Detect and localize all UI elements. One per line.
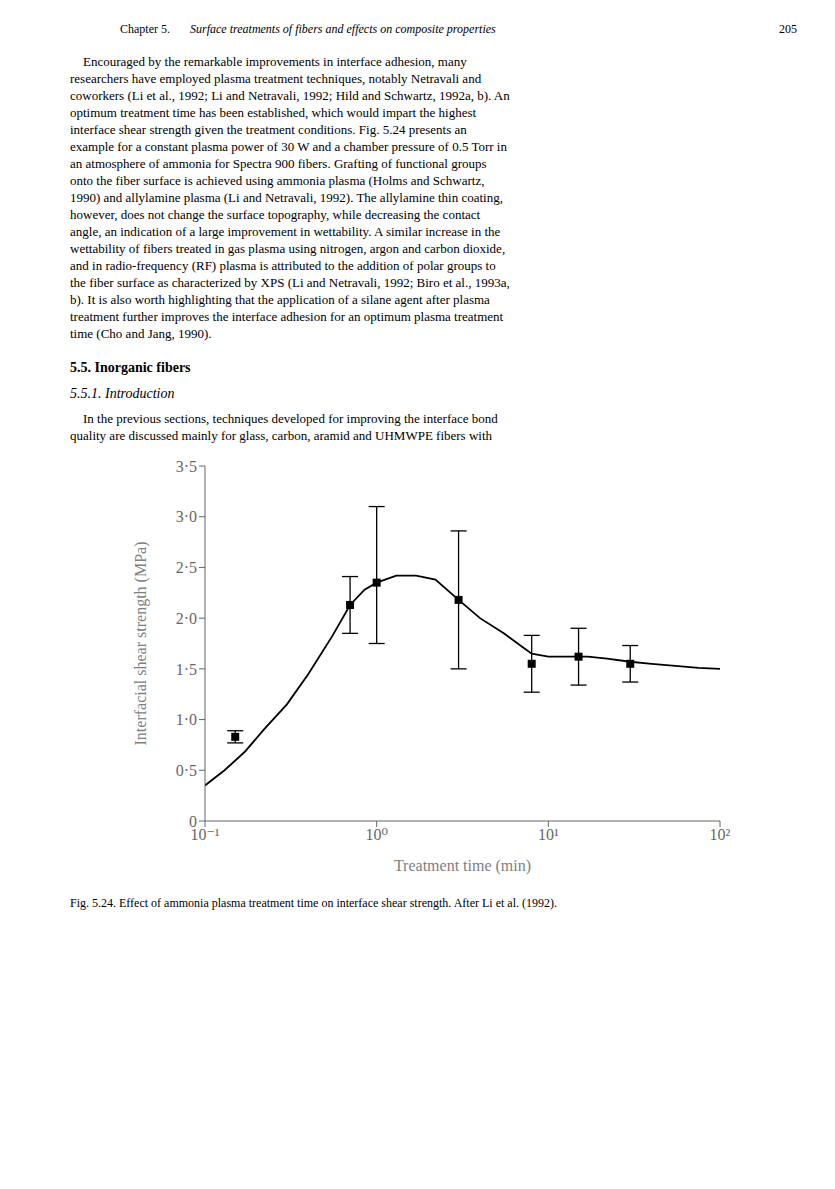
svg-text:2·0: 2·0 <box>176 610 197 627</box>
html-text:Encouraged by the remarkable i: Encouraged by the remarkable improvement… <box>70 54 467 69</box>
svg-text:0: 0 <box>189 813 197 830</box>
html-text:Fig. 5.24. Effect of ammonia p: Fig. 5.24. Effect of ammonia plasma trea… <box>70 896 557 910</box>
svg-text:0·5: 0·5 <box>176 762 197 779</box>
html-text:researchers have employed plas: researchers have employed plasma treatme… <box>70 71 482 86</box>
html-text:however, does not change the s: however, does not change the surface top… <box>70 207 481 222</box>
html-text:the fiber surface as character: the fiber surface as characterized by XP… <box>70 275 510 290</box>
html-text:example for a constant plasma: example for a constant plasma power of 3… <box>70 139 507 154</box>
html-text:205: 205 <box>779 22 797 36</box>
svg-text:1·5: 1·5 <box>176 661 197 678</box>
html-text:optimum treatment time has bee: optimum treatment time has been establis… <box>70 105 477 120</box>
html-text:Chapter 5.: Chapter 5. <box>120 22 170 36</box>
html-text:interface shear strength given: interface shear strength given the treat… <box>70 122 467 137</box>
svg-text:10⁻¹: 10⁻¹ <box>190 826 220 844</box>
html-text:In the previous sections, tech: In the previous sections, techniques dev… <box>70 411 498 426</box>
html-text:and in radio-frequency (RF) pl: and in radio-frequency (RF) plasma is at… <box>70 258 496 273</box>
svg-text:Treatment time (min): Treatment time (min) <box>394 857 531 875</box>
html-text:1990) and allylamine plasma (L: 1990) and allylamine plasma (Li and Netr… <box>70 190 503 205</box>
html-text:b). It is also worth highlight: b). It is also worth highlighting that t… <box>70 292 490 307</box>
svg-text:3·5: 3·5 <box>176 458 197 475</box>
html-text:angle, an indication of a larg: angle, an indication of a large improvem… <box>70 224 501 239</box>
svg-text:10⁰: 10⁰ <box>365 826 387 843</box>
html-text:5.5.1. Introduction: 5.5.1. Introduction <box>70 386 175 401</box>
svg-text:Interfacial shear strength (MP: Interfacial shear strength (MPa) <box>132 542 150 746</box>
html-text:coworkers (Li et al., 1992; Li: coworkers (Li et al., 1992; Li and Netra… <box>70 88 510 103</box>
svg-text:10¹: 10¹ <box>538 826 559 843</box>
html-text:an atmosphere of ammonia for S: an atmosphere of ammonia for Spectra 900… <box>70 156 487 171</box>
svg-text:3·0: 3·0 <box>176 508 197 525</box>
html-text:Surface treatments of fibers a: Surface treatments of fibers and effects… <box>190 22 496 36</box>
svg-text:10²: 10² <box>710 826 731 843</box>
html-text:time (Cho and Jang, 1990).: time (Cho and Jang, 1990). <box>70 326 212 341</box>
svg-text:1·0: 1·0 <box>176 711 197 728</box>
html-text:5.5. Inorganic fibers: 5.5. Inorganic fibers <box>70 360 191 375</box>
html-text:wettability of fibers treated: wettability of fibers treated in gas pla… <box>70 241 506 256</box>
svg-text:2·5: 2·5 <box>176 559 197 576</box>
html-text:onto the fiber surface is achi: onto the fiber surface is achieved using… <box>70 173 485 188</box>
html-text:quality are discussed mainly f: quality are discussed mainly for glass, … <box>70 428 492 443</box>
html-text:treatment further improves the: treatment further improves the interface… <box>70 309 504 324</box>
